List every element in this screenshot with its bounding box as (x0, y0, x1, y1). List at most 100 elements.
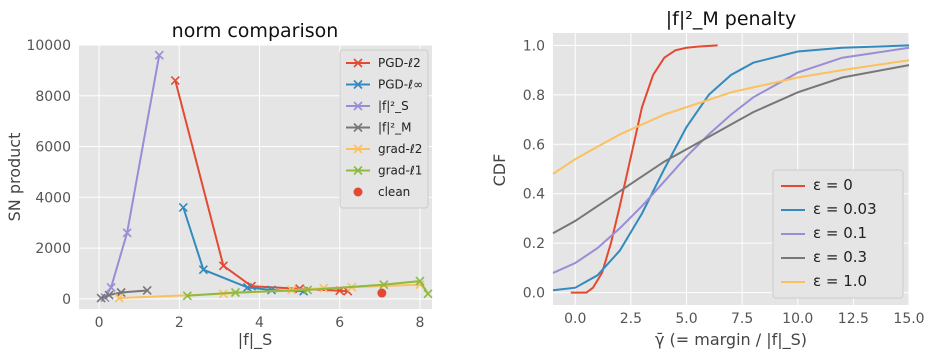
legend: ε = 0 ε = 0.03 ε = 0.1 ε = 0.3 ε = 1.0 (772, 169, 904, 299)
legend-entry-f-m: |f|²_M (346, 121, 411, 135)
x-axis-label: |f|_S (238, 330, 273, 350)
y-tick-label: 10000 (26, 38, 71, 54)
data-point-marker (303, 285, 313, 295)
legend-box (772, 169, 904, 299)
legend-entry-grad-2: grad-ℓ2 (346, 142, 422, 156)
data-point-marker (106, 282, 116, 292)
legend-entry-f-s: |f|²_S (346, 99, 409, 113)
x-tick-label: 5.0 (675, 311, 697, 327)
data-point-marker (170, 75, 180, 86)
y-tick-label: 0.2 (523, 236, 545, 252)
data-point-marker (423, 289, 433, 299)
chart-title: |f|²_M penalty (666, 8, 796, 30)
legend-label: ε = 0.3 (813, 248, 867, 266)
legend-marker (353, 101, 363, 111)
series-0-03 (552, 44, 910, 292)
legend-entry-pgd-2: PGD-ℓ2 (346, 56, 421, 70)
x-tick-labels: 0 2 4 6 8 (95, 315, 425, 331)
y-tick-labels: 0 2000 4000 6000 8000 10000 (26, 38, 71, 308)
series-lines (552, 44, 910, 294)
legend-box (339, 49, 429, 209)
legend-marker (353, 165, 363, 176)
y-tick-label: 1.0 (523, 38, 545, 54)
legend-marker (353, 144, 363, 154)
legend-label: PGD-ℓ2 (378, 56, 421, 70)
data-point-marker (218, 261, 228, 271)
legend-label: ε = 0.1 (813, 224, 867, 242)
y-tick-label: 8000 (35, 89, 71, 105)
legend-label: ε = 1.0 (813, 272, 867, 290)
data-point-marker (182, 291, 192, 301)
legend-entry-grad-1: grad-ℓ1 (346, 164, 422, 178)
legend: PGD-ℓ2 PGD-ℓ∞ |f|²_S |f|²_M grad-ℓ2 grad-ℓ1 cl… (339, 49, 429, 209)
legend-label: |f|²_M (378, 121, 411, 135)
y-tick-label: 0 (62, 292, 71, 308)
y-tick-label: 6000 (35, 140, 71, 156)
series-line (570, 44, 718, 294)
series-f-m (96, 285, 152, 303)
legend-entry-0-03: ε = 0.03 (781, 200, 877, 218)
data-point-marker (122, 228, 132, 238)
legend-label: ε = 0.03 (813, 200, 877, 218)
series-line (552, 46, 910, 274)
legend-entry-0-1: ε = 0.1 (781, 224, 867, 242)
x-tick-label: 12.5 (838, 311, 869, 327)
series-0-1 (552, 46, 910, 274)
data-point-marker (178, 202, 188, 213)
data-point-marker (104, 290, 114, 300)
data-point-marker (379, 280, 389, 290)
legend-label: |f|²_S (378, 99, 409, 113)
series-1-0 (552, 59, 910, 175)
series-lines (96, 50, 433, 303)
data-point-marker (198, 265, 208, 275)
series-line (552, 59, 910, 175)
data-point-marker (96, 293, 106, 303)
legend-label: clean (378, 185, 410, 199)
series-0 (570, 44, 718, 294)
x-axis-label: γ̄ (= margin / |f|_S) (655, 330, 807, 350)
legend-label: PGD-ℓ∞ (378, 78, 423, 92)
panel-norm-comparison: 0 2 4 6 8 0 2000 4000 6000 8000 10000 norm compar… (5, 20, 433, 350)
legend-marker (353, 122, 363, 133)
x-tick-label: 2 (175, 315, 184, 331)
legend-marker (353, 79, 363, 90)
x-tick-label: 4 (255, 315, 264, 331)
series-line (174, 80, 348, 293)
data-point-marker (377, 288, 387, 298)
legend-marker (353, 58, 363, 68)
y-tick-label: 0.8 (523, 88, 545, 104)
x-tick-label: 6 (335, 315, 344, 331)
series-line (552, 64, 910, 235)
series-line (100, 289, 148, 300)
legend-entry-clean: clean (353, 185, 410, 199)
data-point-marker (116, 287, 126, 298)
legend-entry-0-3: ε = 0.3 (781, 248, 867, 266)
x-tick-label: 0.0 (564, 311, 586, 327)
x-tick-label: 2.5 (620, 311, 642, 327)
legend-entry-pgd: PGD-ℓ∞ (346, 78, 423, 92)
x-tick-label: 0 (95, 315, 104, 331)
series-line (104, 55, 161, 299)
x-tick-label: 10.0 (782, 311, 813, 327)
legend-label: grad-ℓ1 (378, 164, 422, 178)
y-tick-label: 0.0 (523, 286, 545, 302)
y-axis-label: CDF (490, 154, 509, 187)
y-tick-label: 0.6 (523, 137, 545, 153)
y-tick-label: 0.4 (523, 187, 545, 203)
series-0-3 (552, 64, 910, 235)
panel-penalty-cdf: 0.0 2.5 5.0 7.5 10.0 12.5 15.0 0.0 0.2 0.4 0.6 0.8… (490, 8, 925, 350)
legend-entry-1-0: ε = 1.0 (781, 272, 867, 290)
data-point-marker (242, 282, 253, 292)
y-tick-labels: 0.0 0.2 0.4 0.6 0.8 1.0 (523, 38, 545, 301)
legend-label: ε = 0 (813, 176, 853, 194)
legend-entry-0: ε = 0 (781, 176, 853, 194)
data-point-marker (114, 293, 124, 303)
data-point-marker (230, 287, 241, 298)
data-point-marker (266, 285, 277, 295)
data-point-marker (415, 276, 425, 286)
x-tick-label: 8 (416, 315, 425, 331)
chart-title: norm comparison (172, 20, 339, 42)
x-tick-label: 15.0 (893, 311, 924, 327)
x-tick-labels: 0.0 2.5 5.0 7.5 10.0 12.5 15.0 (564, 311, 924, 327)
